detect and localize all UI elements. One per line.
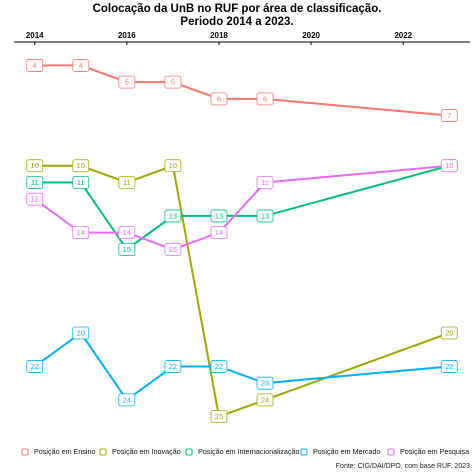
point-label-box: [256, 176, 274, 189]
point-label-box: [256, 393, 274, 407]
series-line: [34, 64, 450, 117]
point-label-box: [210, 410, 228, 424]
point-label-box: [256, 376, 274, 390]
point-label: 23: [261, 379, 269, 388]
point-label: 5: [125, 78, 129, 87]
x-tick-label: 2014: [26, 31, 44, 40]
x-tick-label: 2020: [302, 31, 320, 40]
point-label-box: [164, 209, 182, 223]
point-label: 22: [31, 362, 39, 371]
point-label: 20: [445, 328, 453, 337]
legend-label: Posição em Inovação: [112, 447, 181, 456]
point-label: 13: [261, 211, 269, 220]
point-label-box: [440, 109, 458, 122]
legend-label: Posição em Internacionalização: [198, 447, 299, 456]
point-label-box: [72, 59, 90, 72]
point-label-box: [72, 226, 90, 240]
point-label-box: [210, 226, 228, 240]
point-label-box: [164, 360, 182, 373]
point-label: 7: [447, 111, 451, 120]
legend-key: [300, 448, 308, 456]
point-label: 13: [215, 211, 223, 220]
point-label: 12: [31, 195, 39, 204]
point-label: 14: [215, 228, 223, 237]
point-label: 5: [171, 78, 175, 87]
point-label: 11: [31, 178, 39, 187]
chart-subtitle: Periodo 2014 a 2023.: [180, 16, 293, 28]
point-label: 4: [33, 61, 37, 70]
point-label-box: [210, 92, 228, 106]
point-label-box: [164, 75, 182, 89]
point-label-box: [210, 360, 228, 373]
point-label: 14: [123, 228, 131, 237]
point-label: 11: [123, 178, 131, 187]
point-label: 4: [79, 61, 83, 70]
legend-key: [387, 448, 395, 456]
point-label-box: [72, 176, 90, 189]
point-label: 6: [217, 94, 221, 103]
point-label-box: [440, 326, 458, 340]
point-label-box: [72, 159, 90, 173]
point-label-box: [118, 226, 136, 240]
point-label-box: [26, 176, 44, 189]
point-label: 11: [261, 178, 269, 187]
chart-title: Colocação da UnB no RUF por área de clas…: [93, 3, 382, 15]
point-label: 24: [261, 395, 269, 404]
point-label-box: [118, 242, 136, 256]
point-label: 13: [169, 211, 177, 220]
legend-label: Posição em Mercado: [313, 447, 381, 456]
point-label: 10: [77, 161, 85, 170]
point-label-box: [256, 92, 274, 106]
point-label-box: [210, 209, 228, 223]
point-label-box: [26, 192, 44, 206]
series-line: [34, 331, 450, 402]
caption: Fonte: CIG/DAI/DPO, com base RUF, 2023: [336, 463, 470, 470]
point-label: 10: [31, 161, 39, 170]
point-label-box: [72, 326, 90, 340]
point-label: 22: [215, 362, 223, 371]
legend-key: [21, 448, 29, 456]
point-label: 15: [169, 245, 177, 254]
x-tick-label: 2022: [394, 31, 412, 40]
point-label-box: [118, 393, 136, 407]
point-label: 11: [77, 178, 85, 187]
legend-key: [99, 448, 107, 456]
point-label-box: [164, 242, 182, 256]
point-label-box: [26, 59, 44, 72]
point-label: 14: [77, 228, 85, 237]
point-label: 20: [77, 328, 85, 337]
point-label-box: [118, 176, 136, 189]
x-tick-label: 2016: [118, 31, 136, 40]
point-label-box: [256, 209, 274, 223]
series-line: [34, 164, 450, 418]
point-label-box: [164, 159, 182, 173]
point-label: 22: [169, 362, 177, 371]
legend-label: Posição em Pesquisa: [400, 447, 469, 456]
x-tick-label: 2018: [210, 31, 228, 40]
legend-label: Posição em Ensino: [34, 447, 96, 456]
point-label: 24: [123, 395, 131, 404]
point-label-box: [440, 360, 458, 373]
point-label: 10: [169, 161, 177, 170]
point-label: 15: [123, 245, 131, 254]
point-label-box: [440, 159, 458, 173]
point-label-box: [26, 159, 44, 173]
point-label-box: [118, 75, 136, 89]
point-label: 6: [263, 94, 267, 103]
legend-key: [185, 448, 193, 456]
point-label: 25: [215, 412, 223, 421]
point-label: 22: [445, 362, 453, 371]
point-label-box: [26, 360, 44, 373]
point-label: 10: [445, 161, 453, 170]
